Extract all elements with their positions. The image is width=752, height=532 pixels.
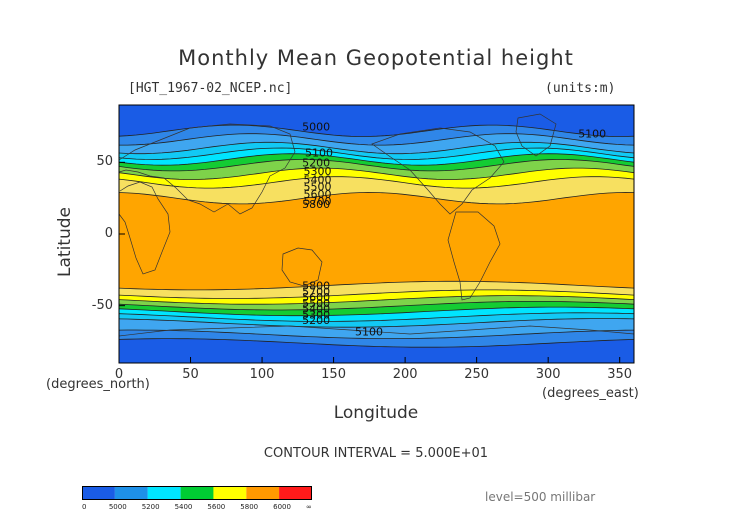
colorbar-label: 5400 — [174, 503, 193, 511]
y-tick-label: 50 — [96, 154, 113, 170]
x-axis-label: Longitude — [333, 403, 419, 423]
band-south-5 — [119, 301, 634, 316]
contour-label: 5600 — [302, 291, 330, 304]
colorbar-label: 0 — [82, 503, 87, 511]
contour-label: 5200 — [302, 156, 330, 169]
band-south-9 — [119, 234, 634, 290]
band-south-7 — [119, 289, 634, 305]
band-south-3 — [119, 312, 634, 328]
contour-line — [119, 147, 634, 160]
coastline-australia — [281, 247, 323, 287]
coastline-greenland — [515, 113, 557, 157]
colorbar-label: 6000 — [273, 503, 291, 511]
band-north-8 — [119, 176, 634, 204]
contour-label: 5100 — [578, 128, 606, 141]
colorbar-segment — [213, 486, 247, 500]
chart-title: Monthly Mean Geopotential height — [178, 46, 574, 70]
contour-line — [119, 280, 634, 291]
contour-line — [119, 159, 634, 172]
contour-label: 5200 — [302, 314, 330, 327]
level-label: level=500 millibar — [485, 490, 596, 504]
contour-line — [119, 306, 634, 317]
coastline-antarctica — [119, 325, 634, 337]
x-tick-label: 200 — [392, 367, 418, 382]
band-north-7 — [119, 168, 634, 189]
x-tick-label: 150 — [321, 367, 346, 382]
colorbar-label: 5000 — [108, 503, 127, 511]
coastline-north-america — [371, 127, 505, 215]
band-north-2 — [119, 133, 634, 154]
contour-line — [119, 176, 634, 189]
colorbar-frame — [82, 486, 312, 500]
band-north-4 — [119, 148, 634, 166]
contour-label: 5000 — [302, 121, 330, 134]
band-south-2 — [119, 318, 634, 339]
contour-interval-label: CONTOUR INTERVAL = 5.000E+01 — [263, 446, 489, 461]
colorbar-segment — [180, 486, 214, 500]
band-north-0 — [119, 105, 634, 137]
x-tick-label: 350 — [607, 367, 633, 382]
band-north-9 — [119, 192, 634, 234]
contour-label: 5100 — [355, 326, 383, 339]
x-units-label: (degrees_east) — [542, 386, 639, 401]
contour-line — [119, 295, 634, 305]
contour-line — [119, 289, 634, 299]
contour-line — [119, 318, 634, 328]
coastline-eurasia — [119, 123, 296, 215]
y-tick-label: 0 — [104, 226, 113, 241]
contour-line — [119, 338, 634, 348]
colorbar-label: 5800 — [240, 503, 259, 511]
band-north-6 — [119, 159, 634, 180]
band-south-8 — [119, 281, 634, 299]
colorbar-labels: 0 5000 5200 5400 5600 5800 6000 ∞ — [82, 503, 312, 515]
contour-label: 5300 — [302, 308, 330, 321]
colorbar-segment — [246, 486, 280, 500]
contour-label: 5800 — [302, 198, 330, 211]
contour-label: 5300 — [304, 165, 332, 178]
colorbar-label: 5200 — [141, 503, 160, 511]
y-units-label: (degrees_north) — [46, 377, 150, 392]
contour-line — [119, 312, 634, 322]
colorbar-segment — [82, 486, 115, 500]
y-tick-label: -50 — [91, 297, 113, 313]
contour-line — [119, 167, 634, 180]
band-north-1 — [119, 125, 634, 146]
contour-line — [119, 153, 634, 166]
contour-label: 5400 — [302, 303, 330, 316]
contour-label: 5500 — [302, 297, 330, 310]
units-label: (units:m) — [545, 81, 616, 96]
x-tick-label: 0 — [114, 367, 124, 382]
x-tick-label: 300 — [535, 367, 561, 382]
band-north-3 — [119, 142, 634, 160]
x-tick-label: 250 — [464, 367, 490, 382]
contour-label: 5700 — [302, 285, 330, 298]
coastline-south-america — [447, 211, 501, 301]
colorbar-segment — [147, 486, 181, 500]
contour-line — [119, 133, 634, 146]
contour-label: 5800 — [302, 280, 330, 293]
x-tick-label: 100 — [249, 367, 275, 382]
contour-line — [119, 329, 634, 339]
contour-label: 5100 — [305, 146, 333, 159]
band-south-6 — [119, 295, 634, 310]
contour-line — [119, 141, 634, 155]
colorbar-label: 5600 — [207, 503, 226, 511]
contour-label: 5400 — [304, 174, 332, 187]
contour-line — [119, 301, 634, 311]
colorbar-label: ∞ — [306, 503, 312, 511]
contour-label: 5600 — [304, 188, 332, 201]
colorbar-segment — [279, 486, 312, 500]
colorbar-segment — [114, 486, 148, 500]
contour-line — [119, 191, 634, 205]
coastline-africa — [119, 181, 171, 275]
contour-label: 5500 — [304, 181, 332, 194]
x-tick-label: 50 — [182, 367, 199, 382]
colorbar — [82, 486, 312, 500]
band-south-0 — [119, 338, 634, 363]
contour-label: 5700 — [304, 195, 332, 208]
file-name-label: [HGT_1967-02_NCEP.nc] — [128, 81, 293, 96]
